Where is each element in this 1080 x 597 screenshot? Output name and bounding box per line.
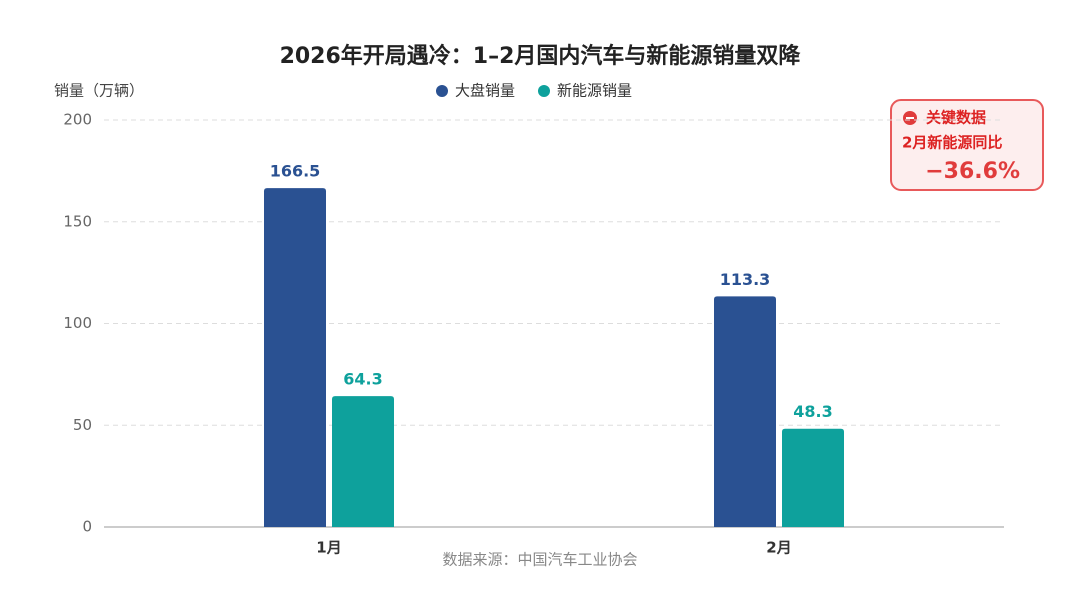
bar — [714, 296, 776, 527]
y-tick-label: 50 — [73, 416, 92, 434]
data-label: 113.3 — [720, 270, 771, 289]
legend-label: 新能源销量 — [557, 82, 632, 100]
bar — [264, 188, 326, 528]
annotation-box: 关键数据 2月新能源同比 −36.6% — [890, 99, 1044, 191]
y-tick-label: 200 — [63, 111, 92, 129]
x-tick-label: 2月 — [766, 539, 791, 557]
annotation-title: 关键数据 — [926, 109, 986, 127]
legend-swatch — [436, 85, 448, 97]
data-label: 64.3 — [343, 370, 382, 389]
y-axis-label: 销量（万辆） — [54, 82, 144, 100]
y-tick-label: 0 — [82, 518, 92, 536]
legend-label: 大盘销量 — [455, 82, 515, 100]
data-label: 166.5 — [270, 162, 321, 181]
x-tick-label: 1月 — [316, 539, 341, 557]
y-tick-label: 150 — [63, 212, 92, 230]
annotation-value: −36.6% — [925, 159, 1020, 184]
data-label: 48.3 — [793, 402, 832, 421]
y-tick-label: 100 — [63, 314, 92, 332]
legend-swatch — [538, 85, 550, 97]
source-note: 数据来源：中国汽车工业协会 — [442, 551, 637, 569]
bar — [332, 396, 394, 527]
bar — [782, 428, 844, 527]
annotation-label: 2月新能源同比 — [902, 134, 1002, 152]
annotation-frame — [890, 99, 1044, 191]
chart-title: 2026年开局遇冷：1–2月国内汽车与新能源销量双降 — [280, 43, 802, 69]
